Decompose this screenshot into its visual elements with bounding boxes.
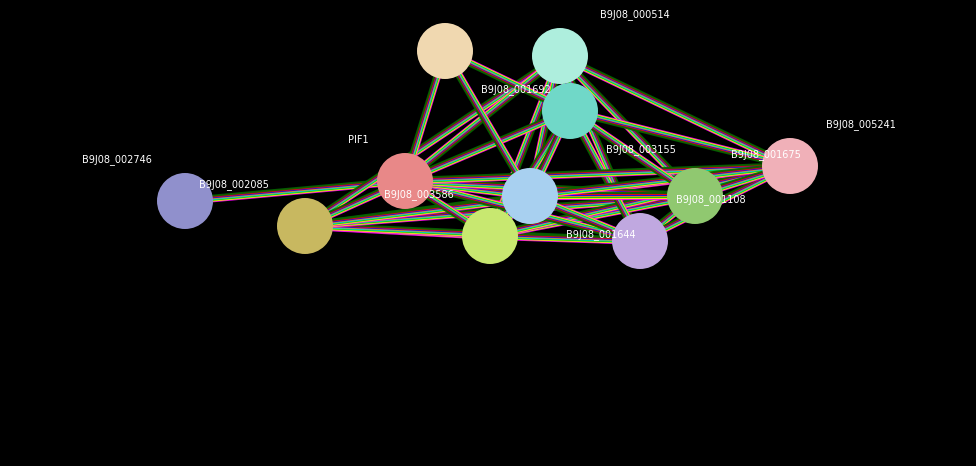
Text: B9J08_001675: B9J08_001675 bbox=[731, 149, 801, 160]
Text: B9J08_005241: B9J08_005241 bbox=[826, 119, 896, 130]
Circle shape bbox=[462, 208, 518, 264]
Circle shape bbox=[667, 168, 723, 224]
Text: B9J08_001644: B9J08_001644 bbox=[566, 229, 635, 240]
Text: B9J08_002746: B9J08_002746 bbox=[82, 154, 152, 165]
Circle shape bbox=[157, 173, 213, 229]
Text: B9J08_001108: B9J08_001108 bbox=[676, 194, 746, 205]
Circle shape bbox=[377, 153, 433, 209]
Circle shape bbox=[532, 28, 588, 84]
Text: B9J08_003155: B9J08_003155 bbox=[606, 144, 675, 155]
Circle shape bbox=[417, 23, 473, 79]
Circle shape bbox=[542, 83, 598, 139]
Text: B9J08_000514: B9J08_000514 bbox=[600, 9, 670, 20]
Text: B9J08_003586: B9J08_003586 bbox=[385, 189, 454, 200]
Circle shape bbox=[277, 198, 333, 254]
Circle shape bbox=[502, 168, 558, 224]
Text: B9J08_002085: B9J08_002085 bbox=[199, 179, 269, 190]
Text: B9J08_001692: B9J08_001692 bbox=[481, 84, 550, 95]
Circle shape bbox=[612, 213, 668, 269]
Text: PIF1: PIF1 bbox=[348, 135, 369, 145]
Circle shape bbox=[762, 138, 818, 194]
